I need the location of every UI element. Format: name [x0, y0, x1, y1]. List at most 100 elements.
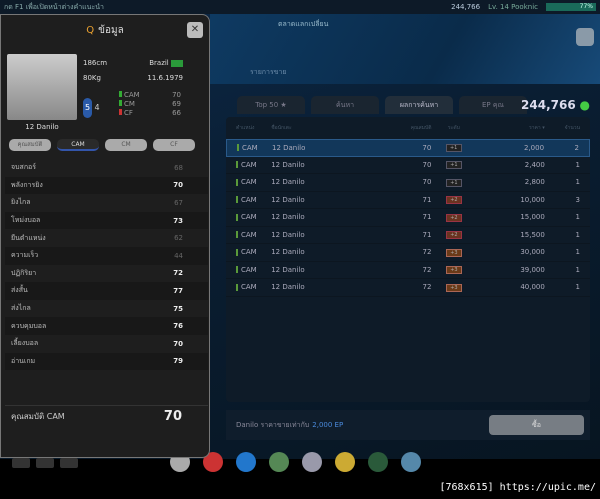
position-summary: คุณสมบัติ CAM 70	[5, 405, 208, 427]
stat-row: ยิงไกล 67	[5, 194, 208, 212]
row-name: 12 Danilo	[271, 178, 305, 187]
user-level: Lv. 14 Pooknic	[488, 3, 538, 11]
card-icon[interactable]	[302, 452, 322, 472]
row-position: CAM	[236, 178, 271, 186]
table-row[interactable]: CAM 12 Danilo 70 +1 2,400 1	[226, 157, 590, 174]
table-row[interactable]: CAM 12 Danilo 72 +3 40,000 1	[226, 279, 590, 297]
row-qty: 1	[575, 283, 580, 292]
table-row[interactable]: CAM 12 Danilo 71 +2 15,500 1	[226, 227, 590, 244]
column-header[interactable]: คุณสมบัติ	[410, 125, 432, 131]
stat-label: ส่งไกล	[11, 304, 31, 313]
tab-search-results[interactable]: ผลการค้นหา	[385, 96, 453, 114]
row-level: +1	[445, 161, 462, 170]
row-qty: 1	[575, 248, 580, 257]
row-qty: 1	[575, 230, 580, 239]
ptab-attributes[interactable]: คุณสมบัติ	[9, 139, 51, 151]
player-nation: Brazil	[149, 59, 169, 67]
ep-total: 244,766 ●	[521, 98, 590, 112]
brazil-flag-icon	[171, 59, 183, 67]
ptab-cm[interactable]: CM	[105, 139, 147, 151]
column-header[interactable]: ระดับ	[448, 125, 460, 131]
sell-list-label[interactable]: รายการขาย	[250, 68, 287, 76]
row-level: +1	[445, 178, 462, 187]
row-level: +3	[445, 266, 462, 275]
row-level: +2	[445, 196, 462, 205]
player-name: 12 Danilo	[25, 123, 59, 131]
cone-icon[interactable]	[269, 452, 289, 472]
cart-icon[interactable]	[401, 452, 421, 472]
player-dob: 11.6.1979	[147, 74, 183, 82]
row-qty: 3	[575, 195, 580, 204]
price-value: 2,000 EP	[312, 421, 344, 429]
row-ovr: 71	[422, 230, 432, 239]
column-header[interactable]: ชื่อนักเตะ	[271, 125, 292, 131]
stat-value: 79	[173, 357, 183, 366]
column-header[interactable]: ตำแหน่ง	[236, 125, 255, 131]
row-level: +2	[445, 213, 462, 222]
stat-label: จบสกอร์	[11, 163, 37, 172]
cash-icon[interactable]	[368, 452, 388, 472]
dock	[170, 452, 421, 472]
row-price: 2,000	[523, 143, 545, 152]
row-name: 12 Danilo	[271, 160, 305, 169]
position-rating: 66	[172, 109, 181, 117]
table-row[interactable]: CAM 12 Danilo 72 +3 39,000 1	[226, 262, 590, 279]
ball-icon[interactable]	[203, 452, 223, 472]
ptab-cam[interactable]: CAM	[57, 139, 99, 151]
stat-value: 73	[173, 216, 183, 225]
row-level: +3	[445, 248, 462, 257]
stat-row: ส่งไกล 75	[5, 300, 208, 318]
table-row[interactable]: CAM 12 Danilo 70 +1 2,800 1	[226, 174, 590, 192]
column-header[interactable]: จำนวน	[564, 125, 580, 131]
popup-title: ข้อมูล	[98, 24, 124, 36]
row-position: CAM	[236, 248, 271, 256]
back-button[interactable]	[36, 458, 54, 468]
row-position: CAM	[236, 213, 271, 221]
player-photo	[7, 54, 77, 120]
stat-row: ควบคุมบอล 76	[5, 317, 208, 335]
top-bar: กด F1 เพื่อเปิดหน้าต่างคำแนะนำ 244,766 L…	[0, 0, 600, 14]
boot-icon[interactable]	[236, 452, 256, 472]
coin-icon: ●	[579, 98, 590, 112]
ptab-cf[interactable]: CF	[153, 139, 195, 151]
stat-value: 70	[173, 339, 183, 348]
buy-button[interactable]: ซื้อ	[489, 415, 584, 435]
table-row[interactable]: CAM 12 Danilo 71 +2 15,000 1	[226, 209, 590, 227]
row-name: 12 Danilo	[271, 143, 306, 152]
row-position: CAM	[236, 161, 271, 169]
row-ovr: 72	[422, 248, 432, 257]
table-row[interactable]: CAM 12 Danilo 71 +2 10,000 3	[226, 192, 590, 209]
stat-value: 44	[174, 251, 183, 260]
row-price: 15,500	[520, 230, 545, 239]
skill-moves: 5	[83, 98, 92, 118]
home-button[interactable]	[576, 28, 594, 46]
row-position: CAM	[236, 196, 271, 204]
row-level: +3	[445, 283, 462, 292]
close-button[interactable]: ✕	[187, 22, 203, 38]
player-info-popup: Q ข้อมูล ✕ 12 Danilo 186cm Brazil 80Kg 11.6…	[0, 14, 210, 458]
column-header[interactable]: ราคา ▾	[529, 125, 545, 131]
stat-label: ยืนตำแหน่ง	[11, 233, 46, 242]
coin-shop-icon[interactable]	[335, 452, 355, 472]
tab-top50[interactable]: Top 50 ★	[237, 96, 305, 114]
player-height: 186cm	[83, 59, 108, 67]
results-table: ตำแหน่ง ชื่อนักเตะ คุณสมบัติ ระดับ ราคา ▾ จำน…	[226, 117, 590, 402]
stat-row: เลี้ยงบอล 70	[5, 335, 208, 353]
ep-balance: 244,766	[451, 3, 481, 11]
row-position: CAM	[236, 283, 271, 291]
tab-my-ep[interactable]: EP คุณ	[459, 96, 527, 114]
row-position: CAM	[236, 266, 271, 274]
option-button[interactable]	[60, 458, 78, 468]
purchase-footer: Danilo ราคาขายเท่ากับ 2,000 EP ซื้อ	[226, 410, 590, 440]
stat-label: ปฏิกิริยา	[11, 268, 37, 277]
table-row[interactable]: CAM 12 Danilo 70 +1 2,000 2	[226, 139, 590, 157]
table-row[interactable]: CAM 12 Danilo 72 +3 30,000 1	[226, 244, 590, 262]
row-name: 12 Danilo	[271, 265, 305, 274]
stat-row: ปฏิกิริยา 72	[5, 265, 208, 283]
menu-button[interactable]	[12, 458, 30, 468]
tab-search[interactable]: ค้นหา	[311, 96, 379, 114]
row-ovr: 72	[422, 265, 432, 274]
row-qty: 2	[574, 143, 580, 152]
row-qty: 1	[575, 178, 580, 187]
stat-label: ส่งสั้น	[11, 286, 28, 295]
